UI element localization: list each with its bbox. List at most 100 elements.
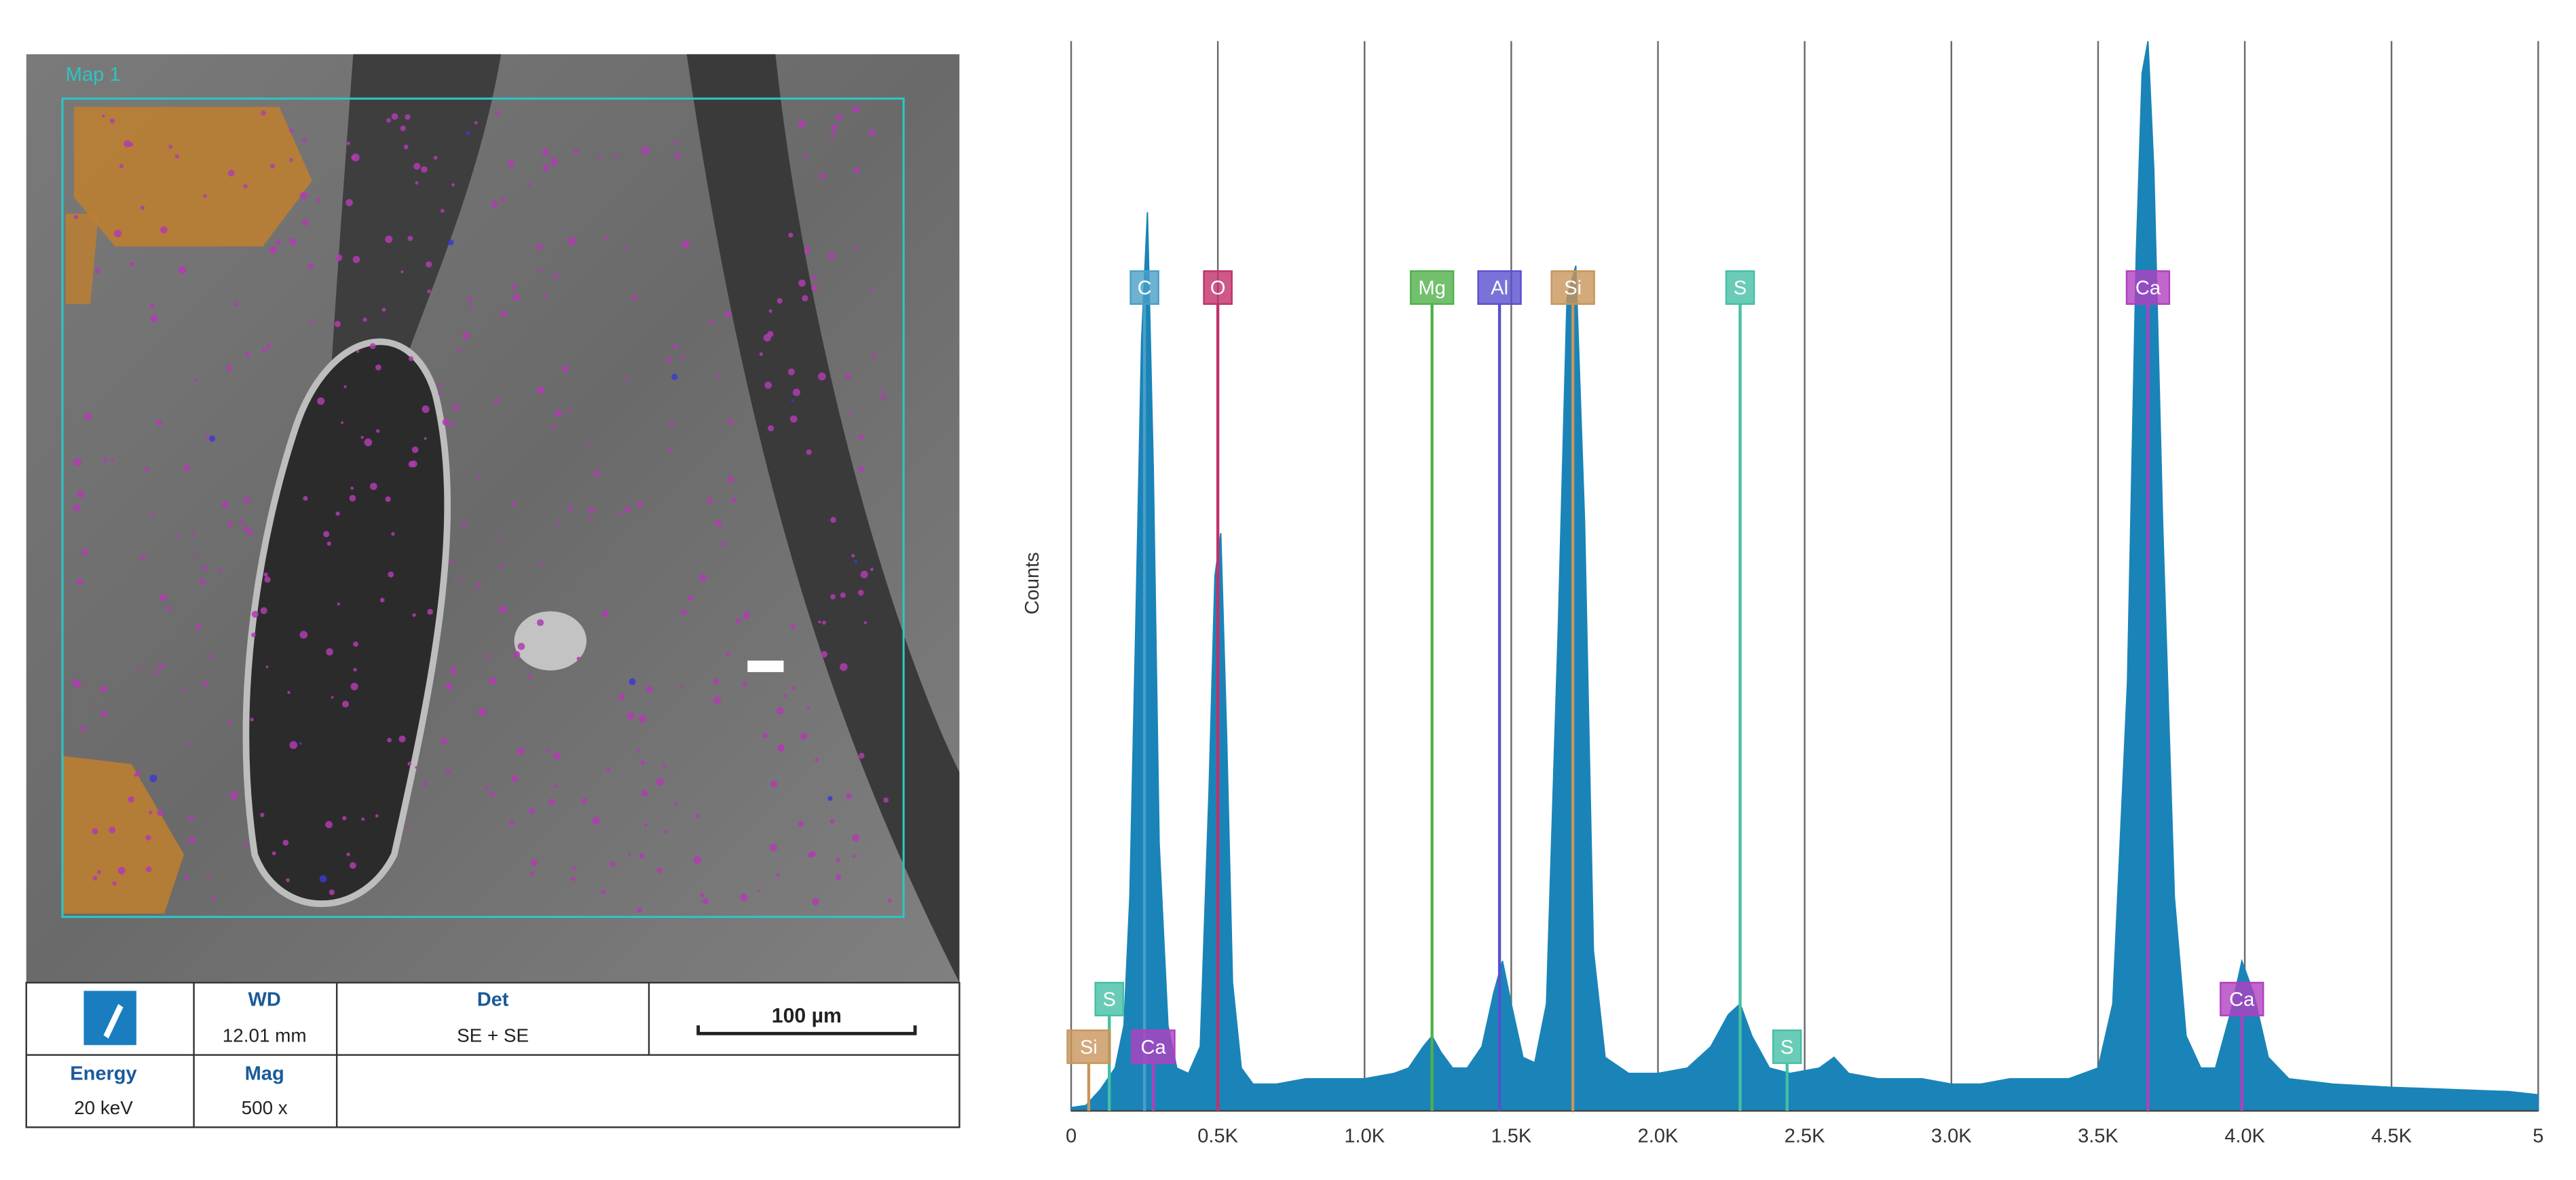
phase-dot [586,442,589,445]
phase-dot [187,741,190,745]
phase-dot [208,654,213,659]
phase-dot [346,852,350,856]
phase-dot [743,611,751,619]
phase-dot [498,536,502,540]
phase-dot [335,254,343,261]
phase-dot [242,526,248,532]
phase-dot [656,868,662,874]
phase-dot [725,652,730,657]
phase-dot [680,686,684,689]
phase-dot [307,263,314,270]
phase-dot [798,820,804,827]
phase-dot [109,826,116,834]
phase-dot [178,265,187,274]
phase-dot [669,420,674,426]
phase-dot [871,353,876,358]
phase-dot [821,650,828,658]
det-label: Det [477,989,509,1011]
phase-dot [805,245,810,251]
phase-dot [800,733,808,740]
phase-dot [331,696,334,699]
phase-dot [680,355,685,360]
phase-dot [467,297,472,301]
phase-dot [189,836,196,843]
marker-label: Ca [2135,278,2161,299]
phase-dot [408,356,414,361]
phase-dot [413,162,421,170]
phase-dot [727,419,734,425]
mag-label: Mag [245,1063,284,1085]
phase-dot [206,435,210,439]
phase-dot [398,735,406,743]
marker-box [1066,1029,1111,1065]
phase-dot [282,839,289,846]
phase-dot [375,814,379,818]
phase-dot [466,130,470,135]
phase-dot [589,517,593,521]
phase-dot [571,877,576,881]
phase-dot [527,674,532,679]
phase-dot [487,654,491,659]
phase-dot [423,781,428,787]
phase-dot [424,437,427,441]
phase-dot [174,154,180,159]
phase-dot [743,682,747,687]
phase-dot [239,519,244,523]
phase-dot [853,246,857,251]
phase-dot [370,483,377,490]
phase-dot [353,667,357,671]
phase-dot [880,388,884,392]
phase-dot [573,148,579,154]
phase-dot [385,235,393,243]
phase-dot [226,365,232,371]
phase-dot [542,149,550,156]
marker-label: Ca [2229,989,2255,1011]
phase-dot [288,128,294,134]
phase-dot [476,583,481,588]
marker-box [1550,270,1595,305]
phase-dot [709,319,713,324]
phase-dot [767,331,774,337]
phase-dot [778,744,785,750]
phase-dot [457,348,462,353]
phase-dot [102,458,108,463]
phase-dot [227,521,234,527]
phase-dot [499,564,504,568]
logo-mark [103,1003,124,1039]
phase-dot [542,164,550,172]
logo [83,991,136,1046]
phase-dot [500,310,507,318]
phase-dot [199,578,206,585]
phase-dot [438,391,442,396]
marker-label: Ca [1140,1037,1166,1058]
phase-dot [830,124,838,131]
x-tick-label: 3.0K [1931,1126,1972,1147]
marker-label: C [1138,278,1152,299]
phase-dot [802,295,808,301]
phase-dot [530,871,535,876]
phase-dot [276,239,282,244]
phase-dot [618,693,625,701]
marker-label: S [1103,989,1116,1011]
phase-dot [202,193,207,198]
phase-dot [806,449,812,456]
phase-dot [349,494,356,502]
phase-dot [412,613,416,617]
phase-dot [209,435,216,442]
phase-dot [593,470,601,477]
phase-dot [662,764,667,768]
phase-dot [858,434,864,440]
phase-dot [404,824,408,828]
phase-dot [376,429,380,433]
phase-dot [266,343,272,348]
phase-dot [400,270,404,274]
phase-dot [302,138,307,143]
phase-dot [168,144,173,149]
x-tick-label: 0.5K [1197,1126,1238,1147]
phase-dot [510,501,516,506]
phase-dot [157,663,164,669]
phase-dot [538,269,542,274]
phase-dot [668,448,673,452]
phase-dot [451,183,455,187]
